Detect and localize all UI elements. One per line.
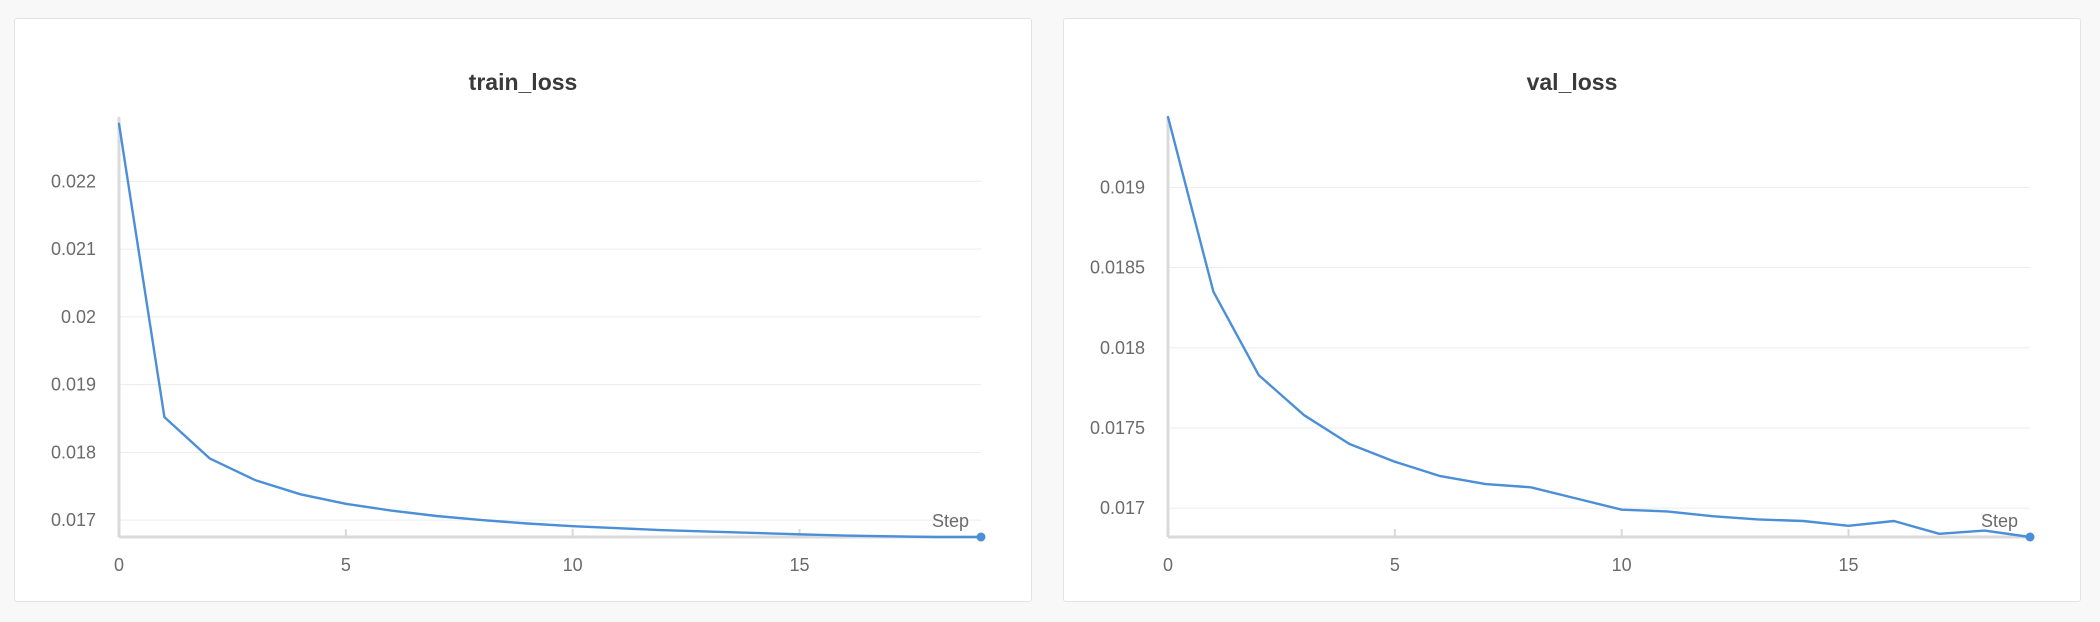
y-tick-label: 0.021: [51, 239, 96, 259]
x-axis-label: Step: [932, 511, 969, 531]
y-tick-label: 0.018: [51, 442, 96, 462]
x-tick-label: 0: [1163, 555, 1173, 575]
x-tick-label: 0: [114, 555, 124, 575]
val-loss-panel: val_loss 0.017 0.0175 0.018 0.0185 0.019 0 5 10…: [1063, 18, 2081, 602]
x-tick-label: 15: [1839, 555, 1859, 575]
x-tick-label: 5: [1390, 555, 1400, 575]
train-loss-panel: train_loss 0.017 0.018 0.019 0.02 0.021 0.022…: [14, 18, 1032, 602]
y-tick-label: 0.018: [1100, 338, 1145, 358]
y-tick-label: 0.0175: [1090, 418, 1145, 438]
last-data-point[interactable]: [977, 533, 986, 542]
y-tick-label: 0.019: [1100, 178, 1145, 198]
y-tick-label: 0.02: [61, 307, 96, 327]
y-tick-label: 0.022: [51, 171, 96, 191]
y-tick-label: 0.017: [51, 510, 96, 530]
x-axis-label: Step: [1981, 511, 2018, 531]
x-tick-label: 5: [341, 555, 351, 575]
val-loss-chart[interactable]: 0.017 0.0175 0.018 0.0185 0.019 0 5 10 15 Step: [1064, 19, 2082, 603]
series-line[interactable]: [1168, 117, 2030, 537]
x-tick-label: 10: [1612, 555, 1632, 575]
series-line[interactable]: [119, 124, 981, 537]
train-loss-chart[interactable]: 0.017 0.018 0.019 0.02 0.021 0.022 0 5 10 15 Step: [15, 19, 1033, 603]
x-tick-label: 10: [563, 555, 583, 575]
y-tick-label: 0.019: [51, 375, 96, 395]
last-data-point[interactable]: [2026, 533, 2035, 542]
x-tick-label: 15: [790, 555, 810, 575]
y-tick-label: 0.017: [1100, 498, 1145, 518]
y-tick-label: 0.0185: [1090, 258, 1145, 278]
